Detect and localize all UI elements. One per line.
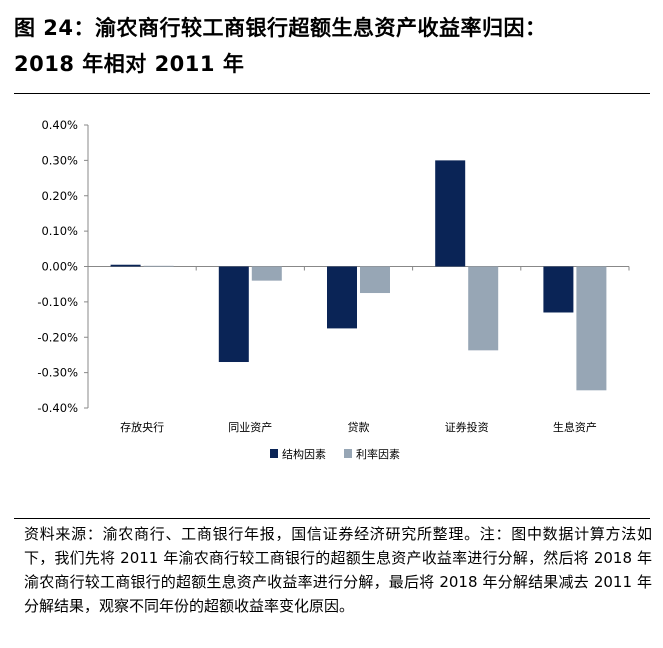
x-category-label: 存放央行: [120, 420, 164, 434]
bar-structure-2: [327, 266, 357, 329]
y-tick-label: 0.10%: [41, 224, 78, 238]
bar-structure-3: [435, 160, 466, 267]
legend-label-1: 利率因素: [356, 447, 400, 461]
bar-rate-4: [576, 266, 607, 391]
source-note: 资料来源：渝农商行、工商银行年报，国信证券经济研究所整理。注：图中数据计算方法如…: [24, 525, 652, 615]
bar-rate-1: [251, 266, 282, 281]
bar-structure-0: [110, 264, 141, 267]
y-tick-label: -0.20%: [37, 330, 78, 344]
y-tick-label: -0.30%: [37, 366, 78, 380]
x-category-label: 同业资产: [228, 420, 272, 434]
bar-rate-2: [360, 266, 390, 294]
bar-structure-4: [543, 266, 574, 313]
bar-chart: 0.40% 0.30% 0.20% 0.10% 0.00% -0.10% -0.20% -0.…: [37, 118, 630, 461]
x-category-label: 生息资产: [553, 420, 597, 434]
legend-swatch-1: [344, 449, 352, 458]
y-tick-label: -0.10%: [37, 295, 78, 309]
x-category-label: 证券投资: [445, 420, 489, 434]
figure-title-line-2: 2018 年相对 2011 年: [14, 52, 245, 76]
figure-title: 图 24：渝农商行较工商银行超额生息资产收益率归因： 2018 年相对 2011…: [14, 10, 654, 82]
y-tick-label: -0.40%: [37, 401, 78, 415]
title-divider: [14, 93, 650, 94]
y-tick-label: 0.30%: [41, 153, 78, 167]
bar-rate-3: [468, 266, 499, 351]
x-category-label: 贷款: [348, 420, 370, 434]
y-tick-label: 0.40%: [41, 118, 78, 132]
chart-plot-area: 0.40% 0.30% 0.20% 0.10% 0.00% -0.10% -0.20% -0.…: [37, 118, 630, 461]
legend-swatch-0: [270, 449, 278, 458]
source-divider: [14, 518, 650, 519]
bar-structure-1: [218, 266, 249, 363]
figure-title-line-1: 图 24：渝农商行较工商银行超额生息资产收益率归因：: [14, 16, 547, 40]
y-tick-label: 0.20%: [41, 189, 78, 203]
y-tick-label: 0.00%: [41, 260, 78, 274]
bar-rate-0: [143, 265, 174, 267]
legend-label-0: 结构因素: [282, 447, 326, 461]
